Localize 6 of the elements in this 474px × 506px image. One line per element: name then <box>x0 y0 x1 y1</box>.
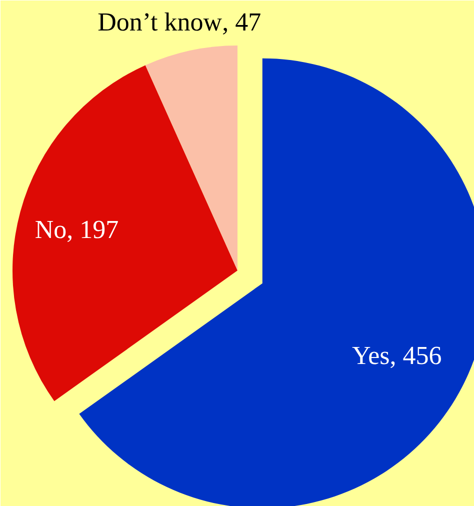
slice-label: Don’t know <box>98 7 222 36</box>
data-label: , 47 <box>222 7 262 36</box>
slice-label: Yes <box>352 340 390 370</box>
slice-label: No <box>34 214 67 244</box>
data-label: , 197 <box>66 214 119 244</box>
data-label: , 456 <box>390 340 442 370</box>
